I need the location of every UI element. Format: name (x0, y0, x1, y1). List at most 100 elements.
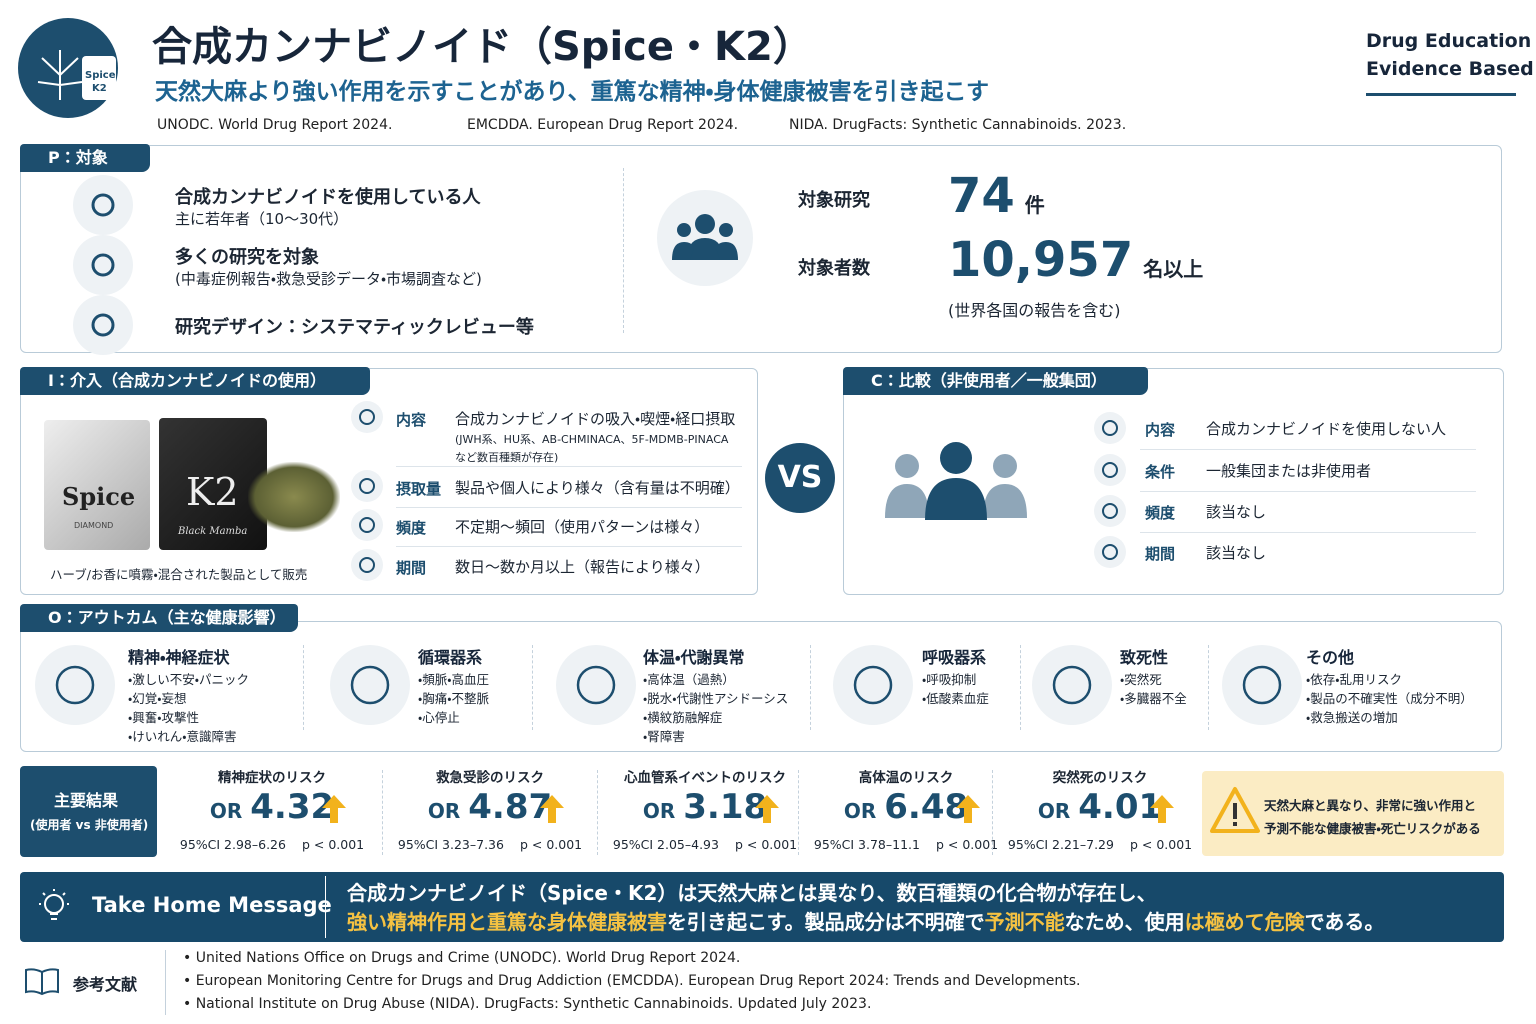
warning-text: 天然大麻と異なり、非常に強い作用と (1264, 798, 1477, 813)
p-icon-bg (73, 235, 133, 295)
i-row-rule (396, 507, 742, 508)
o-tag: O：アウトカム（主な健康影響） (20, 604, 298, 632)
up-arrow (540, 795, 564, 823)
o-divider (1208, 645, 1209, 730)
result-ci: 95%CI 2.98–6.26 p < 0.001 (162, 837, 382, 852)
result-divider (798, 770, 799, 855)
product-label: K2 (186, 470, 239, 514)
stat-label: 対象者数 (798, 258, 870, 279)
results-label: (使用者 vs 非使用者) (30, 818, 149, 832)
ci: 95%CI 3.23–7.36 (397, 837, 504, 852)
o-item: ・激しい不安・パニック (128, 672, 250, 687)
warning-text: 予測不能な健康被害・死亡リスクがある (1264, 821, 1481, 836)
o-item: ・心停止 (418, 710, 460, 725)
o-icon-bg (1222, 645, 1302, 725)
o-item: ・腎障害 (643, 729, 685, 744)
stat-row: 74 件 (948, 168, 1045, 224)
c-row-glyph (1102, 544, 1118, 560)
i-tag: I：介入（合成カンナビノイドの使用） (20, 367, 370, 395)
i-row-label: 期間 (396, 559, 427, 577)
o-icon (350, 665, 390, 705)
message-divider (325, 876, 326, 938)
o-item: ・低酸素血症 (922, 691, 989, 706)
c-row-text: 該当なし (1206, 544, 1267, 562)
or-value: 3.18 (683, 787, 768, 827)
o-item: ・興奮・攻撃性 (128, 710, 200, 725)
stat-label: 対象研究 (798, 190, 870, 211)
i-row-icon (351, 549, 383, 581)
product-label: Black Mamba (178, 526, 248, 537)
product-label: Spice (62, 482, 136, 511)
i-caption: ハーブ/お香に噴霧・混合された製品として販売 (50, 567, 308, 582)
message-bar (20, 872, 1504, 942)
message-segment: である。 (1304, 910, 1385, 934)
o-item: ・製品の不確実性（成分不明） (1306, 691, 1473, 706)
o-item: ・突然死 (1120, 672, 1162, 687)
i-row-glyph (359, 557, 375, 573)
results-label-box (20, 766, 157, 857)
message-segment: を引き起こす。製品成分は不明確で (667, 910, 985, 934)
p-icon (91, 313, 115, 337)
o-icon (576, 665, 616, 705)
i-row-label: 内容 (396, 411, 427, 429)
o-icon-bg (35, 645, 115, 725)
up-arrow (1150, 795, 1174, 823)
o-item: ・胸痛・不整脈 (418, 691, 490, 706)
source: UNODC. World Drug Report 2024. (157, 117, 393, 133)
reference: • European Monitoring Centre for Drugs a… (183, 973, 1081, 989)
p-value: p < 0.001 (935, 837, 999, 852)
c-row-text: 合成カンナビノイドを使用しない人 (1206, 420, 1447, 438)
o-icon-bg (330, 645, 410, 725)
result-or: OR 4.01 (990, 787, 1210, 827)
result-title: 救急受診のリスク (436, 770, 544, 786)
i-row-label: 摂取量 (396, 480, 442, 498)
p-box (20, 145, 1502, 353)
source: NIDA. DrugFacts: Synthetic Cannabinoids.… (789, 117, 1127, 133)
c-row-glyph (1102, 462, 1118, 478)
source: EMCDDA. European Drug Report 2024. (467, 117, 739, 133)
c-row-icon (1094, 495, 1126, 527)
warning-icon (1210, 787, 1260, 833)
o-item: ・横紋筋融解症 (643, 710, 723, 725)
o-item: ・高体温（過熱） (643, 672, 735, 687)
result-or: OR 4.87 (380, 787, 600, 827)
o-item: ・救急搬送の増加 (1306, 710, 1398, 725)
o-item: ・幻覚・妄想 (128, 691, 187, 706)
c-row-rule (1140, 491, 1476, 492)
p-item-title: 合成カンナビノイドを使用している人 (175, 187, 481, 208)
up-arrow (322, 795, 346, 823)
i-row-text: 数日〜数か月以上（報告により様々） (455, 558, 710, 576)
or-value: 4.87 (468, 787, 553, 827)
o-divider (303, 645, 304, 730)
result-ci: 95%CI 3.23–7.36 p < 0.001 (380, 837, 600, 852)
i-row-rule (396, 546, 742, 547)
stat-unit: 件 (1024, 193, 1045, 217)
o-icon (1052, 665, 1092, 705)
o-icon (853, 665, 893, 705)
or-prefix: OR (843, 799, 877, 823)
p-note: (世界各国の報告を含む) (948, 301, 1121, 320)
o-title: 体温・代謝異常 (643, 648, 745, 667)
o-item: ・けいれん・意識障害 (128, 729, 237, 744)
stat-row: 10,957 名以上 (948, 232, 1203, 288)
reference: • National Institute on Drug Abuse (NIDA… (183, 996, 872, 1012)
p-icon-bg (73, 295, 133, 355)
i-row-note: (JWH系、HU系、AB-CHMINACA、5F-MDMB-PINACA (455, 433, 729, 446)
c-tag: C：比較（非使用者／一般集団） (843, 367, 1148, 395)
p-icon (91, 253, 115, 277)
c-row-label: 頻度 (1145, 504, 1176, 522)
p-people (672, 214, 738, 260)
i-row-icon (351, 470, 383, 502)
i-row-rule (396, 466, 742, 467)
or-value: 4.32 (250, 787, 335, 827)
p-item-title: 多くの研究を対象 (175, 247, 319, 268)
c-row-glyph (1102, 420, 1118, 436)
result-divider (597, 770, 598, 855)
o-title: その他 (1306, 648, 1355, 667)
p-item-sub: 主に若年者（10〜30代） (175, 210, 349, 228)
results-label: 主要結果 (54, 791, 119, 810)
c-row-icon (1094, 536, 1126, 568)
result-title: 突然死のリスク (1052, 770, 1148, 786)
o-item: ・多臓器不全 (1120, 691, 1187, 706)
bulb (39, 889, 69, 920)
